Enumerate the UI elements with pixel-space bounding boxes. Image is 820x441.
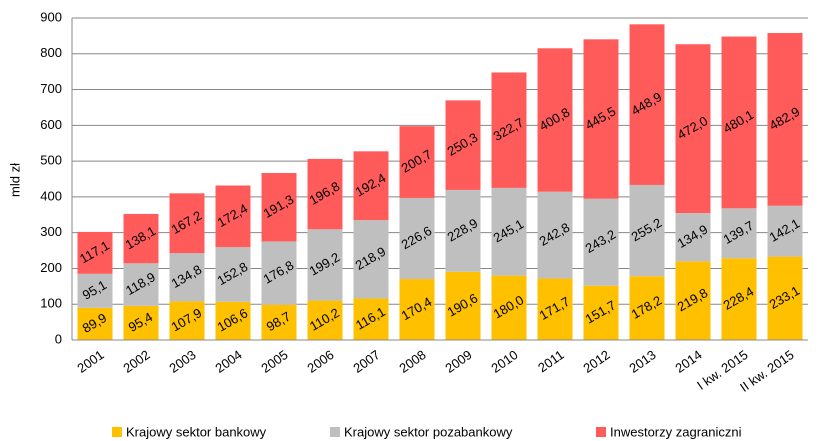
bar-segment [307, 158, 343, 230]
x-tick-label: 2013 [626, 347, 658, 376]
bar-segment [307, 229, 343, 301]
x-tick-label: 2010 [488, 347, 520, 376]
bar-segment [721, 36, 757, 209]
x-tick-label: 2006 [304, 347, 336, 376]
bar-segment [629, 276, 665, 340]
x-tick-label: 2008 [396, 347, 428, 376]
bar-segment [537, 278, 573, 340]
bar-segment [169, 193, 205, 254]
y-tick-label: 600 [40, 117, 62, 132]
bar-segment [353, 298, 389, 340]
bar-segment [675, 261, 711, 340]
bar-segment [399, 126, 435, 198]
bar-segment [123, 305, 159, 340]
y-tick-label: 0 [55, 331, 62, 346]
y-tick-label: 700 [40, 81, 62, 96]
x-tick-label: 2014 [672, 347, 704, 376]
bar-segment [77, 273, 113, 308]
bar-segment [675, 213, 711, 262]
y-tick-label: 900 [40, 9, 62, 24]
bar-segment [675, 44, 711, 214]
legend-swatch [330, 427, 340, 437]
bar-segment [261, 172, 297, 242]
bar-segment [583, 285, 619, 340]
legend-swatch [596, 427, 606, 437]
bar-segment [721, 208, 757, 259]
bar-segment [169, 253, 205, 302]
bar-segment [721, 258, 757, 340]
legend-label: Krajowy sektor pozabankowy [344, 424, 513, 439]
bar-segment [767, 205, 803, 257]
x-tick-label: 2011 [535, 347, 567, 375]
bar-segment [353, 220, 389, 299]
bar-segment [215, 247, 251, 302]
legend-swatch [112, 427, 122, 437]
bar-segment [629, 24, 665, 185]
y-tick-label: 200 [40, 260, 62, 275]
x-tick-label: 2004 [212, 347, 244, 376]
x-tick-label: 2012 [580, 347, 612, 376]
y-tick-label: 500 [40, 153, 62, 168]
bar-segment [583, 198, 619, 286]
bar-segment [629, 184, 665, 277]
bar-segment [491, 72, 527, 188]
bar-segment [123, 213, 159, 264]
bar-segment [353, 151, 389, 221]
bar-segment [537, 191, 573, 279]
bar-segment [261, 241, 297, 305]
bar-segment [169, 301, 205, 340]
bar-segment [445, 100, 481, 190]
bar-segment [491, 187, 527, 276]
bar-segment [537, 48, 573, 192]
y-tick-label: 400 [40, 188, 62, 203]
y-axis-label: mld zł [7, 163, 22, 197]
x-tick-label: 2002 [120, 347, 152, 376]
x-tick-label: 2009 [442, 347, 474, 376]
y-tick-label: 300 [40, 224, 62, 239]
bar-segment [77, 307, 113, 340]
y-tick-label: 100 [40, 296, 62, 311]
legend-label: Krajowy sektor bankowy [126, 424, 267, 439]
x-tick-label: 2005 [258, 347, 290, 376]
legend-label: Inwestorzy zagraniczni [610, 424, 742, 439]
bar-segment [123, 263, 159, 306]
x-tick-label: 2007 [350, 347, 382, 376]
bar-segment [215, 301, 251, 340]
y-tick-label: 800 [40, 45, 62, 60]
bar-segment [767, 32, 803, 206]
bar-segment [261, 304, 297, 340]
bar-segment [445, 271, 481, 340]
bar-segment [767, 256, 803, 340]
bar-segment [77, 231, 113, 274]
bar-segment [215, 185, 251, 248]
bar-segment [583, 39, 619, 199]
bar-segment [399, 279, 435, 340]
bar-segment [399, 197, 435, 280]
x-tick-label: 2003 [166, 347, 198, 376]
bar-segment [491, 275, 527, 340]
bar-segment [445, 189, 481, 272]
bar-segment [307, 300, 343, 340]
x-tick-label: 2001 [74, 347, 106, 376]
